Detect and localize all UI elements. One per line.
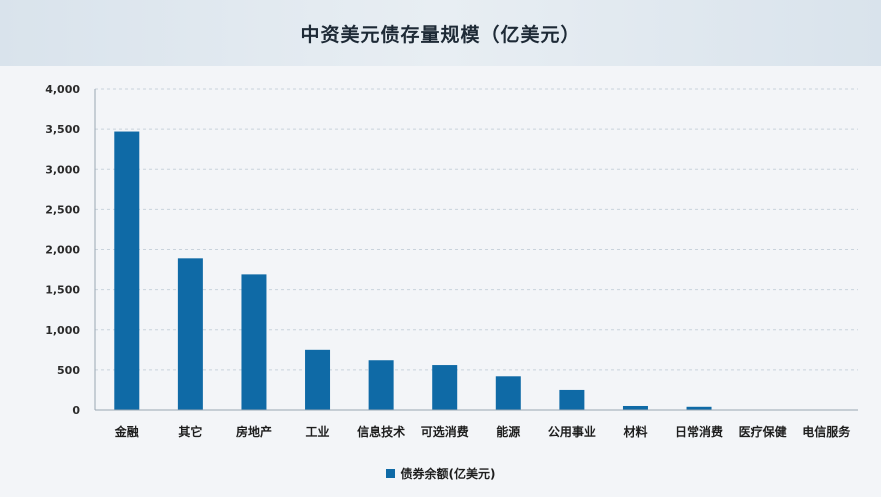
bar — [559, 389, 585, 410]
x-category-label: 公用事业 — [548, 424, 596, 439]
bar — [241, 274, 267, 410]
y-tick-label: 0 — [72, 404, 80, 417]
y-tick-label: 2,000 — [45, 244, 80, 257]
x-axis-categories: 金融 其它 房地产 工业 信息技术 可选消费 能源 公用事业 材料 日常消费 医疗保健 电信服务 — [114, 424, 851, 439]
y-tick-label: 3,000 — [45, 163, 80, 176]
y-tick-label: 500 — [57, 364, 80, 377]
y-tick-label: 4,000 — [45, 83, 80, 96]
bar — [622, 405, 648, 410]
x-category-label: 可选消费 — [421, 424, 469, 439]
chart-title: 中资美元债存量规模（亿美元） — [300, 23, 581, 46]
legend: 债券余额(亿美元) — [0, 464, 881, 482]
bar — [305, 349, 331, 410]
title-bar: 中资美元债存量规模（亿美元） — [0, 0, 881, 66]
y-tick-label: 1,500 — [45, 284, 80, 297]
bar — [432, 365, 458, 410]
bar — [114, 131, 140, 410]
grid-lines — [95, 88, 858, 371]
x-category-label: 金融 — [114, 424, 139, 439]
y-tick-label: 2,500 — [45, 203, 80, 216]
x-category-label: 电信服务 — [802, 424, 851, 439]
x-category-label: 房地产 — [236, 424, 272, 439]
bar — [495, 376, 521, 410]
legend-swatch — [385, 468, 395, 478]
bar — [368, 360, 394, 410]
bar — [686, 406, 712, 410]
bar — [177, 258, 203, 410]
bars — [114, 131, 839, 410]
legend-label: 债券余额(亿美元) — [400, 466, 496, 481]
x-category-label: 日常消费 — [675, 424, 723, 439]
x-category-label: 能源 — [496, 424, 520, 439]
y-axis-ticks: 0 500 1,000 1,500 2,000 2,500 3,000 3,500 4,000 — [45, 83, 80, 417]
x-category-label: 材料 — [622, 424, 647, 439]
x-category-label: 信息技术 — [357, 424, 405, 439]
x-category-label: 工业 — [306, 424, 330, 439]
x-category-label: 医疗保健 — [739, 424, 788, 439]
x-category-label: 其它 — [178, 424, 202, 439]
y-tick-label: 3,500 — [45, 123, 80, 136]
y-tick-label: 1,000 — [45, 324, 80, 337]
